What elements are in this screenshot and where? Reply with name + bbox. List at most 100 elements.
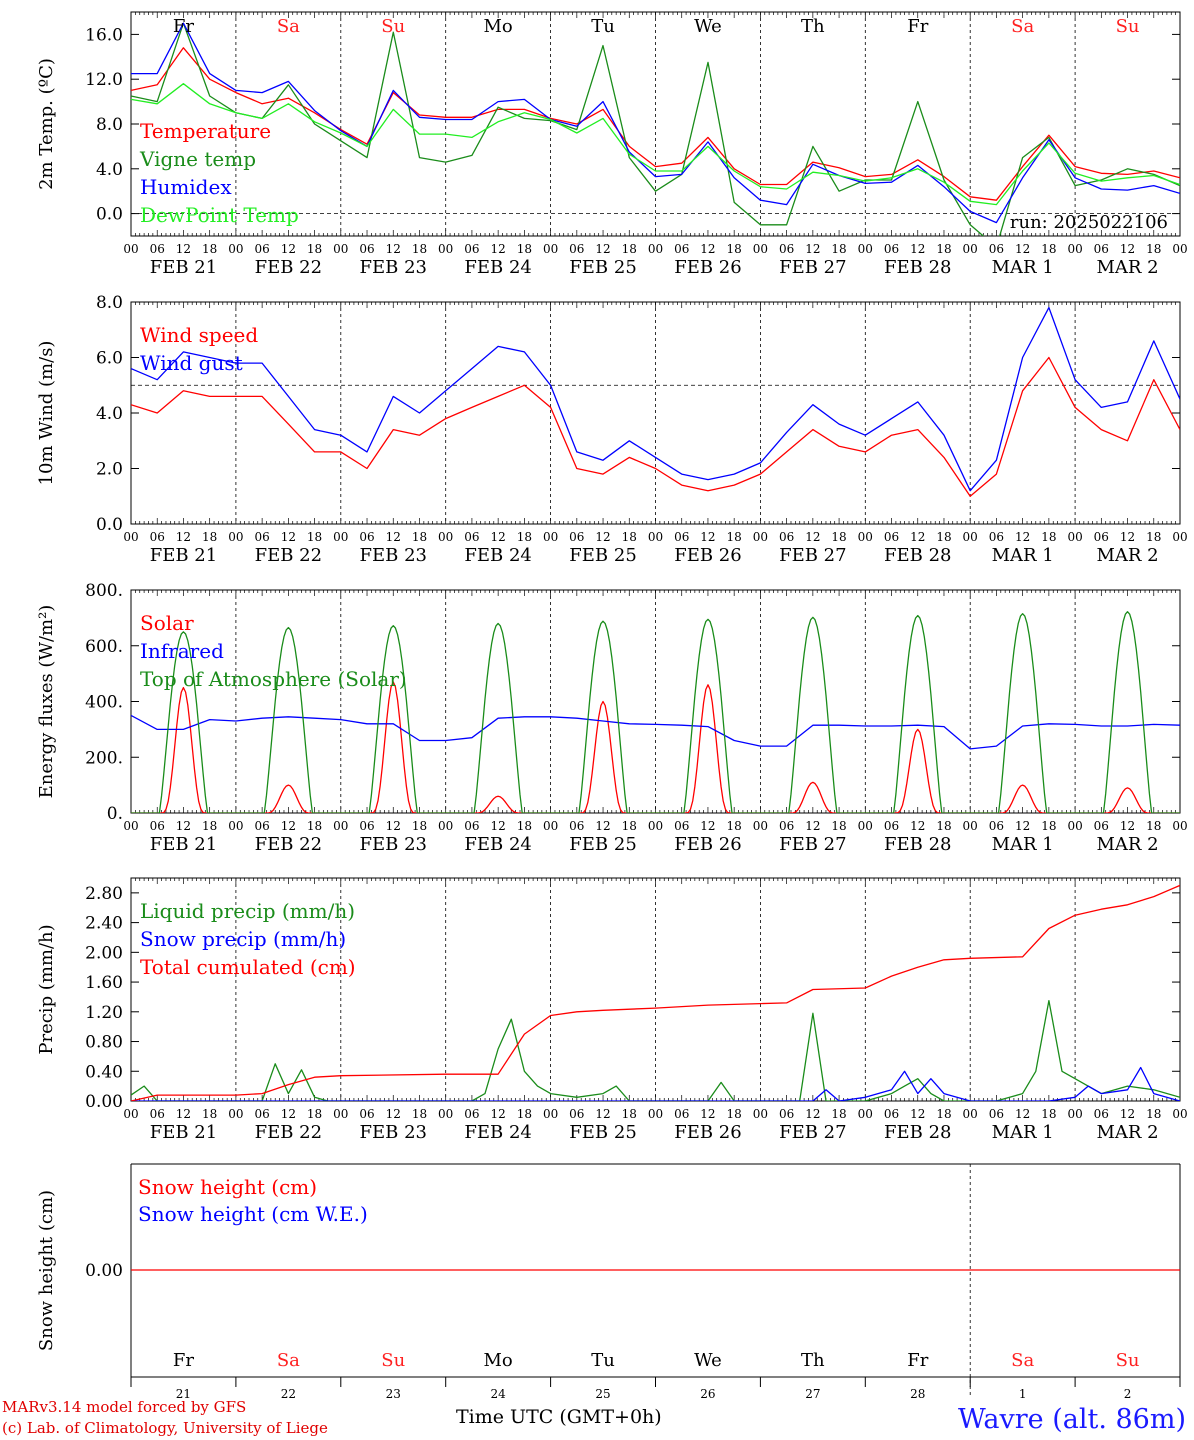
hour-tick-label: 18: [202, 530, 217, 544]
hour-tick-label: 00: [753, 1107, 768, 1121]
hour-tick-label: 18: [936, 1107, 951, 1121]
series-vigne-temp: [131, 22, 1180, 236]
legend-entry: Solar: [140, 611, 194, 635]
legend-entry: DewPoint Temp: [140, 203, 299, 227]
hour-tick-label: 06: [359, 242, 374, 256]
hour-tick-label: 00: [858, 530, 873, 544]
hour-tick-label: 00: [1067, 530, 1082, 544]
date-label: FEB 26: [674, 257, 741, 278]
y-axis-label: Precip (mm/h): [36, 924, 57, 1054]
hour-tick-label: 06: [464, 242, 479, 256]
hour-tick-label: 12: [386, 242, 401, 256]
hour-tick-label: 18: [936, 530, 951, 544]
y-tick-label: 0.00: [85, 1261, 123, 1281]
hour-tick-label: 12: [700, 242, 715, 256]
hour-tick-label: 18: [831, 1107, 846, 1121]
date-label: FEB 22: [255, 1122, 322, 1143]
hour-tick-label: 12: [386, 530, 401, 544]
hour-tick-label: 12: [386, 1107, 401, 1121]
hour-tick-label: 06: [884, 819, 899, 833]
hour-tick-label: 18: [1041, 1107, 1056, 1121]
weekday-label: Sa: [277, 1350, 300, 1371]
weekday-label: Su: [381, 1350, 405, 1371]
date-label: FEB 24: [464, 834, 531, 855]
hour-tick-label: 00: [438, 1107, 453, 1121]
hour-tick-label: 18: [936, 242, 951, 256]
hour-tick-label: 12: [700, 819, 715, 833]
hour-tick-label: 12: [491, 819, 506, 833]
legend-entry: Wind speed: [140, 323, 258, 347]
hour-tick-label: 00: [858, 819, 873, 833]
date-label: FEB 24: [464, 257, 531, 278]
weekday-label: Tu: [591, 16, 615, 37]
weekday-label: Th: [801, 16, 825, 37]
hour-tick-label: 18: [831, 530, 846, 544]
date-label: FEB 22: [255, 545, 322, 566]
date-label: FEB 22: [255, 834, 322, 855]
y-tick-label: 6.0: [96, 349, 123, 369]
hour-tick-label: 06: [254, 242, 269, 256]
weekday-label: Fr: [173, 16, 194, 37]
hour-tick-label: 12: [1015, 530, 1030, 544]
date-label: FEB 25: [569, 545, 636, 566]
hour-tick-label: 12: [491, 1107, 506, 1121]
hour-tick-label: 18: [517, 530, 532, 544]
hour-tick-label: 00: [123, 819, 138, 833]
date-label: FEB 22: [255, 257, 322, 278]
hour-tick-label: 18: [517, 1107, 532, 1121]
hour-tick-label: 06: [254, 819, 269, 833]
hour-tick-label: 00: [648, 1107, 663, 1121]
legend-entry: Total cumulated (cm): [140, 955, 356, 979]
hour-tick-label: 00: [753, 819, 768, 833]
hour-tick-label: 06: [989, 1107, 1004, 1121]
hour-tick-label: 00: [1067, 819, 1082, 833]
hour-tick-label: 18: [412, 819, 427, 833]
date-label: FEB 26: [674, 834, 741, 855]
hour-tick-label: 18: [307, 1107, 322, 1121]
hour-tick-label: 12: [595, 1107, 610, 1121]
hour-tick-label: 12: [176, 819, 191, 833]
hour-tick-label: 18: [1146, 819, 1161, 833]
y-axis-label: Snow height (cm): [36, 1190, 57, 1351]
legend-entry: Top of Atmosphere (Solar): [140, 667, 407, 691]
date-label: MAR 2: [1096, 545, 1158, 566]
hour-tick-label: 18: [622, 242, 637, 256]
date-label: FEB 21: [150, 1122, 217, 1143]
y-tick-label: 4.0: [96, 160, 123, 180]
day-number-label: 21: [176, 1387, 191, 1401]
model-credit: MARv3.14 model forced by GFS: [2, 1398, 247, 1416]
y-tick-label: 1.60: [85, 973, 123, 993]
hour-tick-label: 00: [963, 1107, 978, 1121]
hour-tick-label: 06: [359, 530, 374, 544]
date-label: MAR 2: [1096, 834, 1158, 855]
hour-tick-label: 06: [464, 819, 479, 833]
hour-tick-label: 00: [123, 1107, 138, 1121]
hour-tick-label: 12: [910, 1107, 925, 1121]
hour-tick-label: 18: [202, 1107, 217, 1121]
date-label: FEB 28: [884, 1122, 951, 1143]
weekday-label: Fr: [173, 1350, 194, 1371]
y-tick-label: 0.0: [96, 205, 123, 225]
day-number-label: 25: [595, 1387, 610, 1401]
hour-tick-label: 06: [359, 819, 374, 833]
hour-tick-label: 00: [543, 242, 558, 256]
hour-tick-label: 00: [648, 530, 663, 544]
hour-tick-label: 06: [1094, 819, 1109, 833]
hour-tick-label: 18: [412, 1107, 427, 1121]
y-tick-label: 1.20: [85, 1003, 123, 1023]
series-wind-speed: [131, 356, 1180, 497]
legend-entry: Wind gust: [140, 351, 243, 375]
series-liquid-precip-mm-h-: [131, 999, 1180, 1101]
hour-tick-label: 00: [963, 242, 978, 256]
hour-tick-label: 00: [228, 819, 243, 833]
date-label: FEB 21: [150, 545, 217, 566]
hour-tick-label: 18: [727, 819, 742, 833]
date-label: FEB 28: [884, 257, 951, 278]
date-label: FEB 27: [779, 545, 846, 566]
hour-tick-label: 06: [359, 1107, 374, 1121]
y-tick-label: 2.40: [85, 914, 123, 934]
weekday-label: Su: [381, 16, 405, 37]
day-number-label: 23: [386, 1387, 401, 1401]
y-tick-label: 200.: [85, 748, 123, 768]
